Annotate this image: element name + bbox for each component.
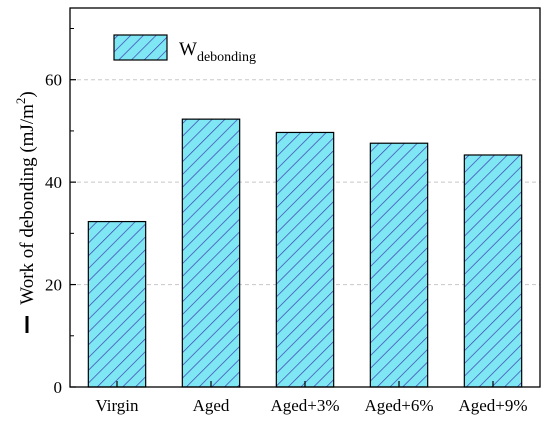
bar	[275, 131, 335, 388]
bars	[87, 118, 523, 388]
y-axis-label: Work of debonding (mJ/m2)	[13, 91, 38, 304]
y-tick-label: 60	[45, 71, 62, 90]
legend-label-main: W	[179, 39, 197, 60]
bar	[463, 154, 523, 388]
bar	[369, 142, 429, 388]
y-axis-ticks: 0 20 40 60	[45, 27, 76, 397]
legend: Wdebonding	[113, 34, 256, 65]
x-tick-label: Aged+9%	[458, 396, 527, 415]
bar	[87, 220, 147, 388]
y-tick-label: 0	[54, 378, 63, 397]
legend-label-sub: debonding	[197, 50, 256, 65]
y-axis-title: Work of debonding (mJ/m2)	[13, 91, 38, 333]
y-axis-label-sup: 2	[13, 98, 28, 105]
bar	[181, 118, 241, 388]
y-axis-label-close: )	[17, 91, 38, 97]
x-tick-label: Aged+3%	[270, 396, 339, 415]
x-axis-ticks: Virgin Aged Aged+3% Aged+6% Aged+9%	[95, 381, 528, 415]
legend-swatch	[113, 34, 168, 61]
y-tick-label: 40	[45, 173, 62, 192]
x-tick-label: Aged+6%	[364, 396, 433, 415]
legend-label: Wdebonding	[179, 39, 256, 65]
y-axis-label-main: Work of debonding (mJ/m	[17, 104, 38, 305]
y-tick-label: 20	[45, 276, 62, 295]
x-tick-label: Virgin	[95, 396, 139, 415]
x-tick-label: Aged	[193, 396, 230, 415]
